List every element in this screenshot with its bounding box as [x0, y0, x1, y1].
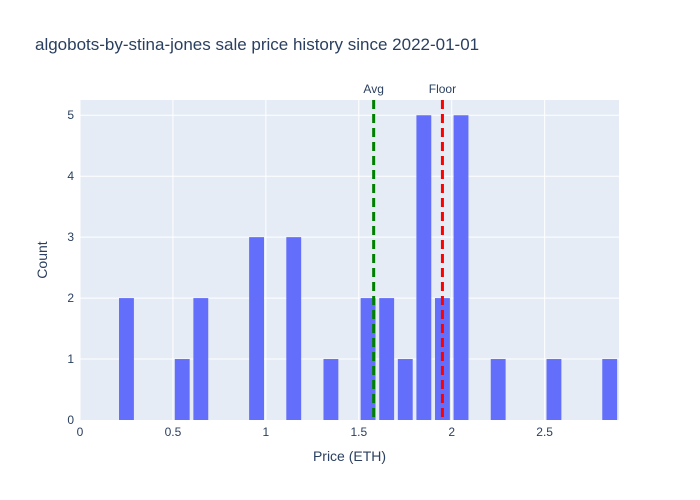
histogram-bar — [416, 115, 432, 420]
y-tick-label: 5 — [67, 108, 74, 122]
x-tick-label: 0 — [77, 425, 84, 439]
histogram-bar — [193, 298, 209, 420]
x-tick-label: 1.5 — [350, 425, 367, 439]
x-axis-title: Price (ETH) — [313, 448, 386, 464]
histogram-bar — [453, 115, 469, 420]
reference-line-label: Avg — [363, 82, 383, 96]
chart-title: algobots-by-stina-jones sale price histo… — [35, 35, 479, 54]
tick-layer: 0 1 2 3 4 5 0 0.5 1 1.5 2 2.5 — [67, 108, 553, 439]
y-axis-title: Count — [34, 241, 50, 278]
histogram-bar — [174, 359, 190, 420]
x-tick-label: 2 — [448, 425, 455, 439]
histogram-bar — [379, 298, 395, 420]
histogram-bar — [323, 359, 339, 420]
x-tick-label: 0.5 — [165, 425, 182, 439]
grid-layer — [79, 100, 619, 420]
y-tick-label: 0 — [67, 413, 74, 427]
x-tick-label: 2.5 — [536, 425, 553, 439]
plot-background — [80, 100, 619, 420]
histogram-bar — [546, 359, 562, 420]
histogram-bar — [360, 298, 376, 420]
histogram-bar — [490, 359, 506, 420]
bar-layer — [119, 115, 618, 420]
x-tick-label: 1 — [263, 425, 270, 439]
histogram-bar — [249, 237, 265, 420]
histogram-bar — [119, 298, 134, 420]
reference-line-label: Floor — [429, 82, 456, 96]
y-tick-label: 4 — [67, 169, 74, 183]
y-tick-label: 2 — [67, 291, 74, 305]
histogram-bar — [602, 359, 618, 420]
histogram-bar — [397, 359, 413, 420]
y-tick-label: 3 — [67, 230, 74, 244]
y-tick-label: 1 — [67, 352, 74, 366]
reference-line-layer: Avg Floor — [363, 82, 456, 420]
histogram-bar — [286, 237, 302, 420]
